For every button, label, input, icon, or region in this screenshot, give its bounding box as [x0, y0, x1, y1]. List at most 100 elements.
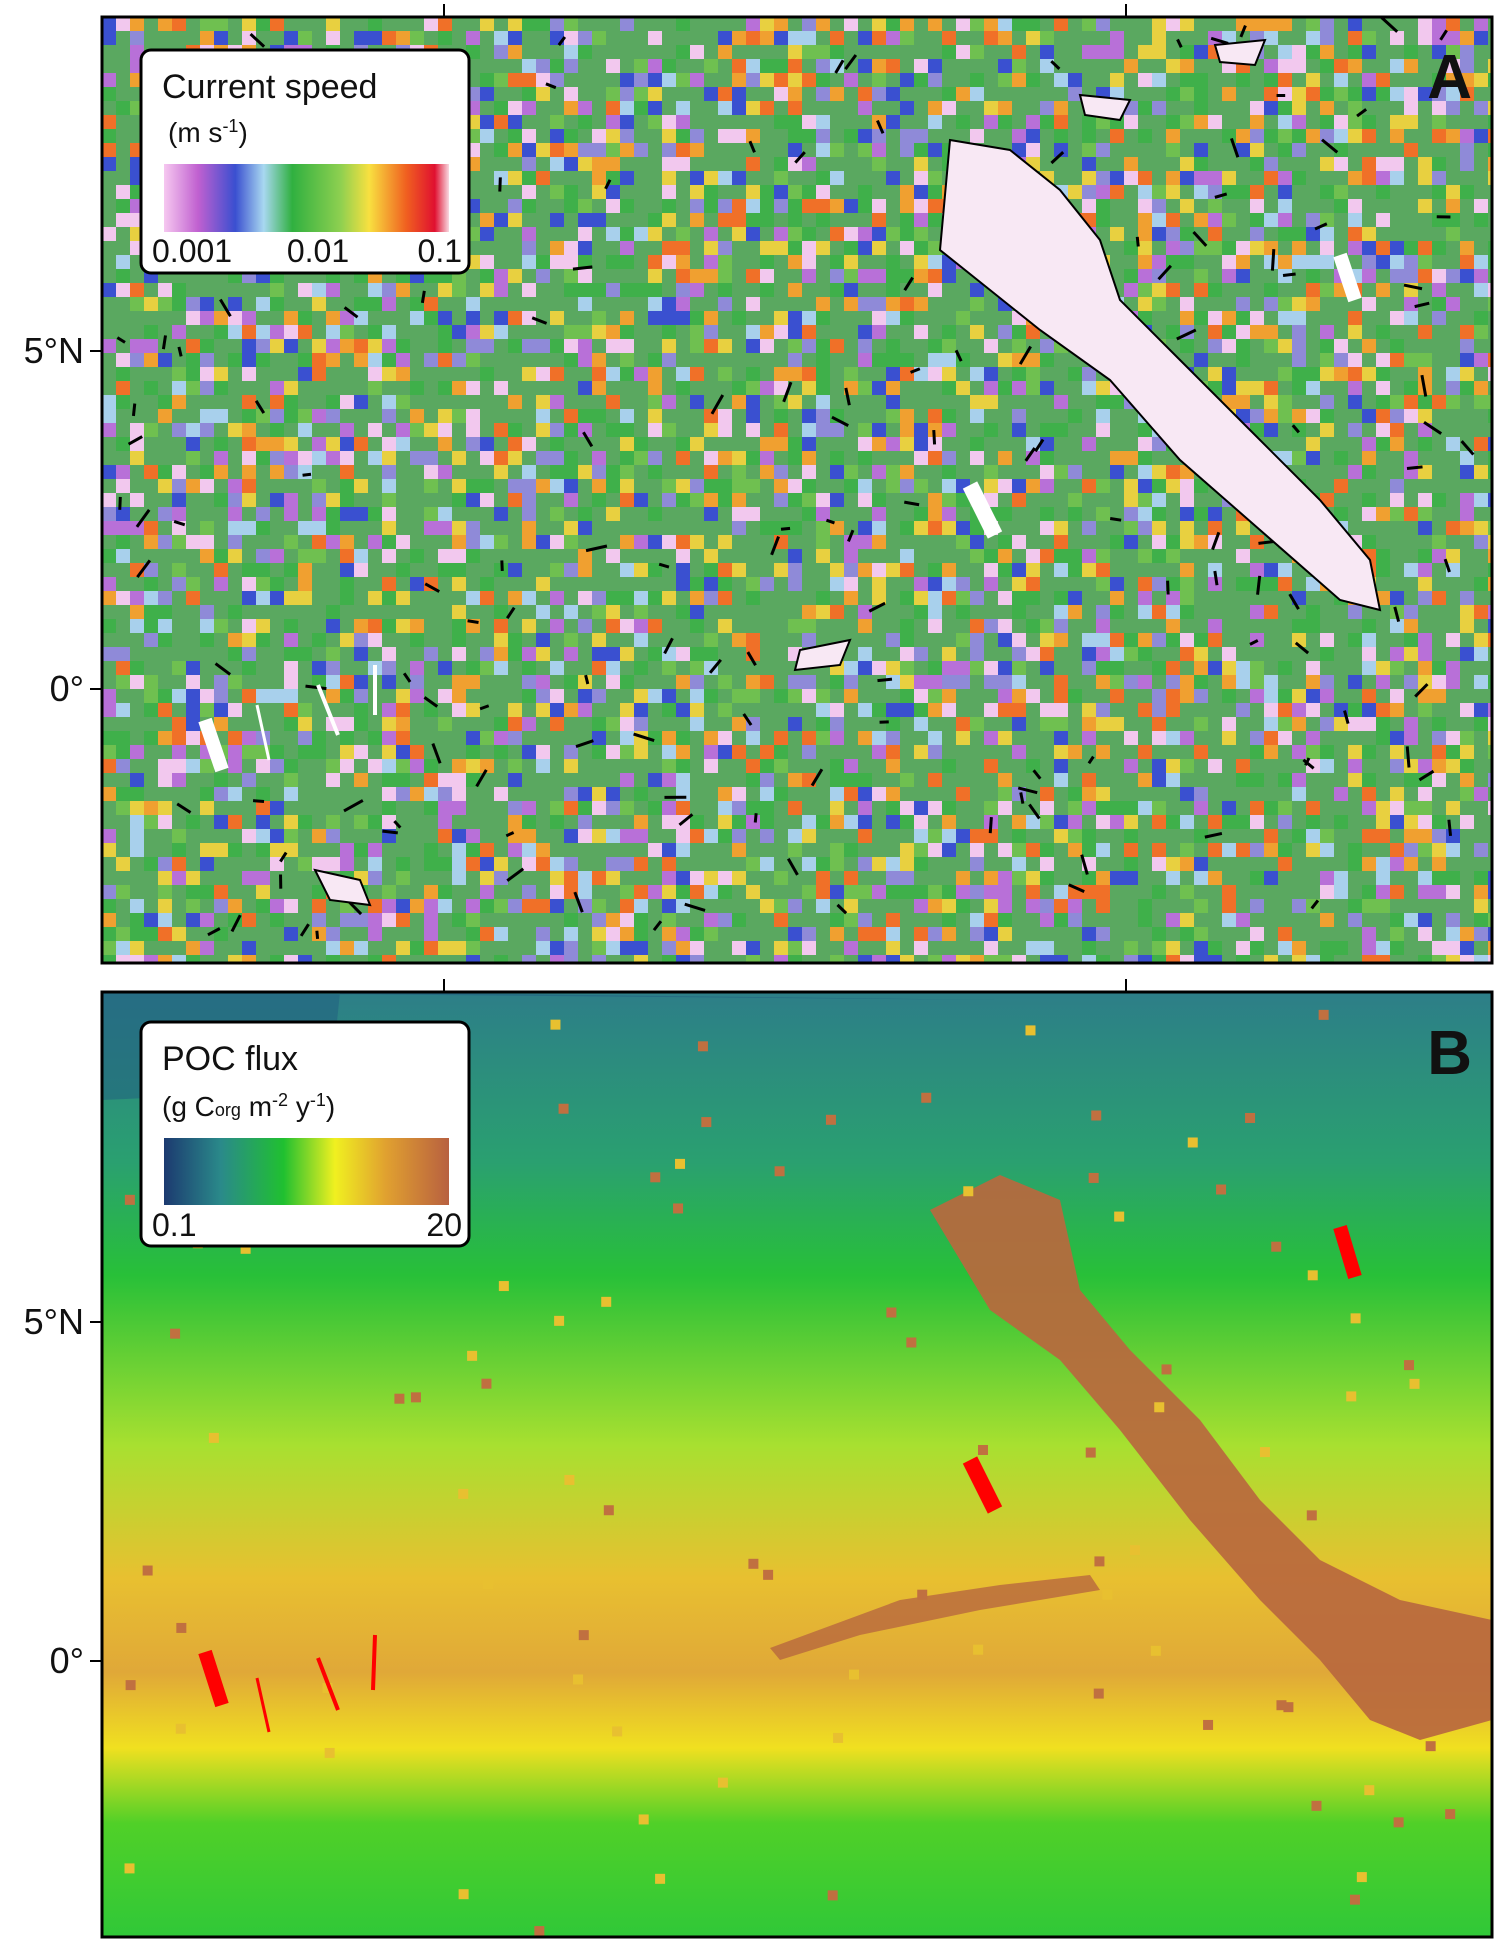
texture-cell [578, 283, 592, 297]
texture-cell [1488, 927, 1492, 941]
texture-cell [1194, 647, 1208, 661]
texture-cell [1356, 1872, 1367, 1883]
vector [1135, 236, 1140, 247]
texture-cell [536, 395, 550, 409]
texture-cell [564, 521, 578, 535]
texture-cell [1276, 1700, 1287, 1711]
texture-cell [998, 563, 1012, 577]
texture-cell [368, 381, 382, 395]
texture-cell [998, 955, 1012, 963]
texture-cell [1418, 31, 1432, 45]
texture-cell [1334, 339, 1348, 353]
texture-cell [1194, 927, 1208, 941]
texture-cell [382, 297, 396, 311]
texture-cell [144, 731, 158, 745]
texture-cell [1068, 829, 1082, 843]
texture-cell [620, 143, 634, 157]
vector [1080, 854, 1089, 875]
texture-cell [550, 899, 564, 913]
texture-cell [998, 731, 1012, 745]
texture-cell [690, 619, 704, 633]
texture-cell [984, 31, 998, 45]
texture-cell [326, 395, 340, 409]
texture-cell [354, 563, 368, 577]
texture-cell [1488, 437, 1492, 451]
texture-cell [396, 367, 410, 381]
texture-cell [508, 759, 522, 773]
texture-cell [1404, 801, 1418, 815]
texture-cell [1460, 73, 1474, 87]
texture-cell [914, 857, 928, 871]
texture-cell [494, 465, 508, 479]
texture-cell [844, 661, 858, 675]
texture-cell [200, 521, 214, 535]
texture-cell [1320, 59, 1334, 73]
texture-cell [942, 829, 956, 843]
texture-cell [494, 633, 508, 647]
texture-cell [1320, 745, 1334, 759]
texture-cell [564, 1474, 575, 1485]
texture-cell [466, 829, 480, 843]
texture-cell [480, 759, 494, 773]
texture-cell [522, 507, 536, 521]
texture-cell [830, 703, 844, 717]
texture-cell [746, 227, 760, 241]
texture-cell [424, 787, 438, 801]
texture-cell [956, 591, 970, 605]
texture-cell [1138, 955, 1152, 963]
texture-cell [312, 493, 326, 507]
texture-cell [1320, 227, 1334, 241]
texture-cell [1110, 675, 1124, 689]
texture-cell [606, 283, 620, 297]
texture-cell [1346, 1391, 1357, 1402]
texture-cell [1222, 311, 1236, 325]
texture-cell [270, 451, 284, 465]
texture-cell [830, 283, 844, 297]
texture-cell [172, 423, 186, 437]
texture-cell [1404, 409, 1418, 423]
texture-cell [508, 31, 522, 45]
texture-cell [886, 269, 900, 283]
texture-cell [928, 885, 942, 899]
texture-cell [844, 899, 858, 913]
texture-cell [578, 465, 592, 479]
land-masks [313, 38, 1382, 907]
texture-cell [228, 815, 242, 829]
texture-cell [1278, 927, 1292, 941]
texture-cell [340, 423, 354, 437]
texture-cell [312, 535, 326, 549]
texture-cell [158, 591, 172, 605]
texture-cell [1418, 829, 1432, 843]
texture-cell [200, 479, 214, 493]
texture-cell [564, 535, 578, 549]
vector [904, 500, 920, 507]
texture-cell [256, 759, 270, 773]
texture-cell [1166, 675, 1180, 689]
texture-cell [144, 381, 158, 395]
vector [1018, 345, 1032, 365]
texture-cell [1409, 1378, 1420, 1389]
texture-cell [1376, 941, 1390, 955]
texture-cell [704, 927, 718, 941]
texture-cell [102, 591, 116, 605]
texture-cell [1432, 241, 1446, 255]
texture-cell [648, 451, 662, 465]
texture-cell [410, 297, 424, 311]
texture-cell [1152, 661, 1166, 675]
texture-cell [494, 647, 508, 661]
texture-cell [102, 885, 116, 899]
texture-cell [1460, 339, 1474, 353]
texture-cell [1474, 871, 1488, 885]
texture-cell [1362, 269, 1376, 283]
texture-cell [508, 395, 522, 409]
texture-cell [1124, 829, 1138, 843]
texture-cell [802, 129, 816, 143]
texture-cell [1194, 269, 1208, 283]
texture-cell [172, 283, 186, 297]
texture-cell [676, 927, 690, 941]
texture-cell [536, 689, 550, 703]
texture-cell [886, 633, 900, 647]
texture-cell [1488, 941, 1492, 955]
texture-cell [1040, 479, 1054, 493]
texture-cell [1166, 871, 1180, 885]
